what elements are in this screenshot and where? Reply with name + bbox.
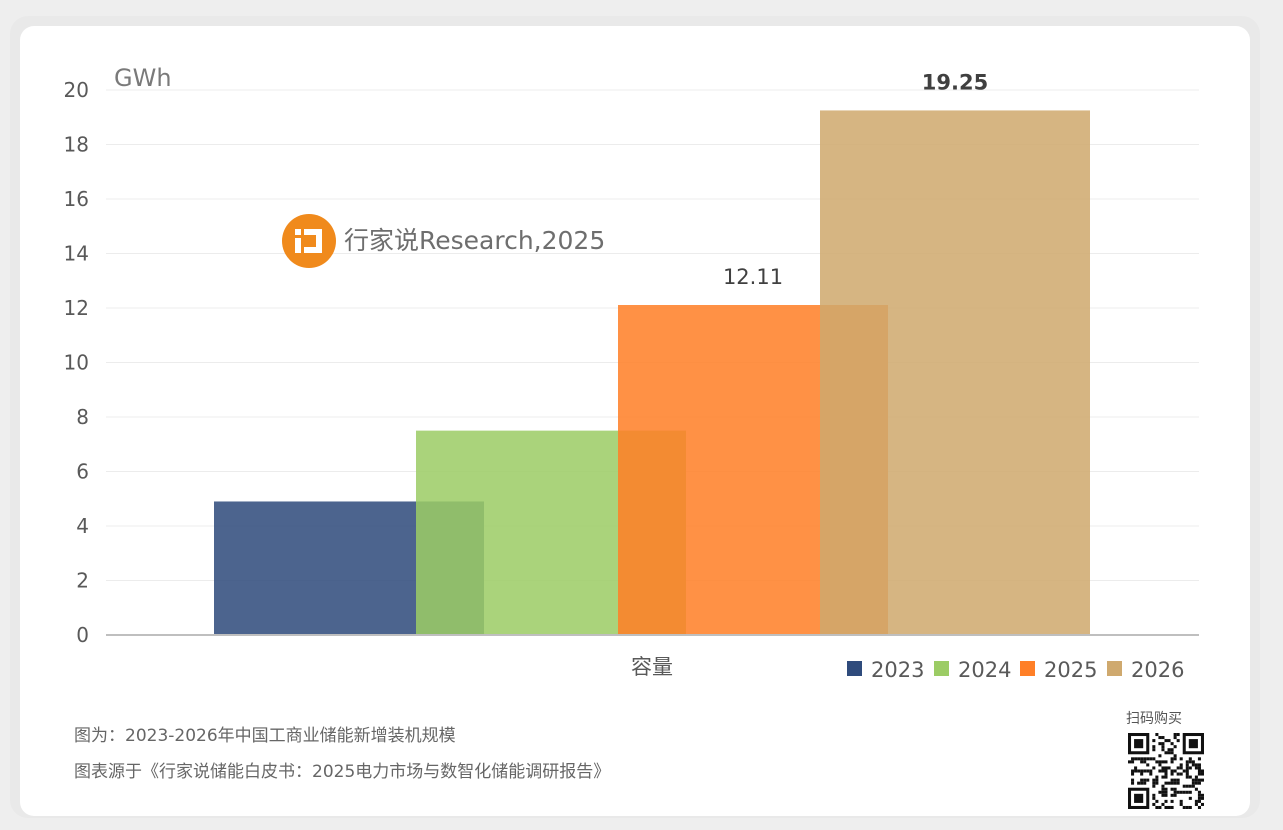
figure-caption: 图为：2023-2026年中国工商业储能新增装机规模 — [74, 726, 456, 746]
y-tick-label: 16 — [64, 187, 89, 211]
y-tick-label: 2 — [76, 569, 89, 593]
legend-label-2026: 2026 — [1131, 658, 1184, 682]
legend-label-2023: 2023 — [871, 658, 924, 682]
legend-label-2024: 2024 — [958, 658, 1011, 682]
bars — [214, 110, 1090, 635]
bar-2026 — [820, 110, 1090, 635]
source-caption: 图表源于《行家说储能白皮书：2025电力市场与数智化储能调研报告》 — [74, 762, 611, 782]
legend-swatch-2023 — [847, 661, 862, 676]
y-tick-label: 0 — [76, 623, 89, 647]
qr-code-icon[interactable] — [1128, 733, 1204, 809]
data-label-2026: 19.25 — [922, 70, 988, 94]
y-tick-label: 20 — [64, 78, 89, 102]
y-axis-unit: GWh — [114, 64, 172, 92]
y-tick-label: 14 — [64, 242, 89, 266]
data-labels: 12.11 19.25 — [723, 70, 988, 289]
y-tick-label: 6 — [76, 460, 89, 484]
y-tick-label: 4 — [76, 514, 89, 538]
watermark: 行家说Research,2025 — [282, 214, 605, 268]
x-category-label: 容量 — [631, 655, 673, 679]
legend-swatch-2025 — [1020, 661, 1035, 676]
y-tick-label: 18 — [64, 133, 89, 157]
y-axis-ticks: 0 2 4 6 8 10 12 14 16 18 20 — [64, 78, 89, 647]
y-tick-label: 8 — [76, 405, 89, 429]
legend-label-2025: 2025 — [1044, 658, 1097, 682]
brand-logo-icon — [282, 214, 336, 268]
legend-swatch-2024 — [934, 661, 949, 676]
y-tick-label: 12 — [64, 296, 89, 320]
watermark-text: 行家说Research,2025 — [344, 226, 605, 255]
data-label-2025: 12.11 — [723, 265, 783, 289]
y-tick-label: 10 — [64, 351, 89, 375]
qr-label: 扫码购买 — [1126, 711, 1182, 727]
legend-swatch-2026 — [1107, 661, 1122, 676]
legend: 2023 2024 2025 2026 — [847, 658, 1184, 682]
